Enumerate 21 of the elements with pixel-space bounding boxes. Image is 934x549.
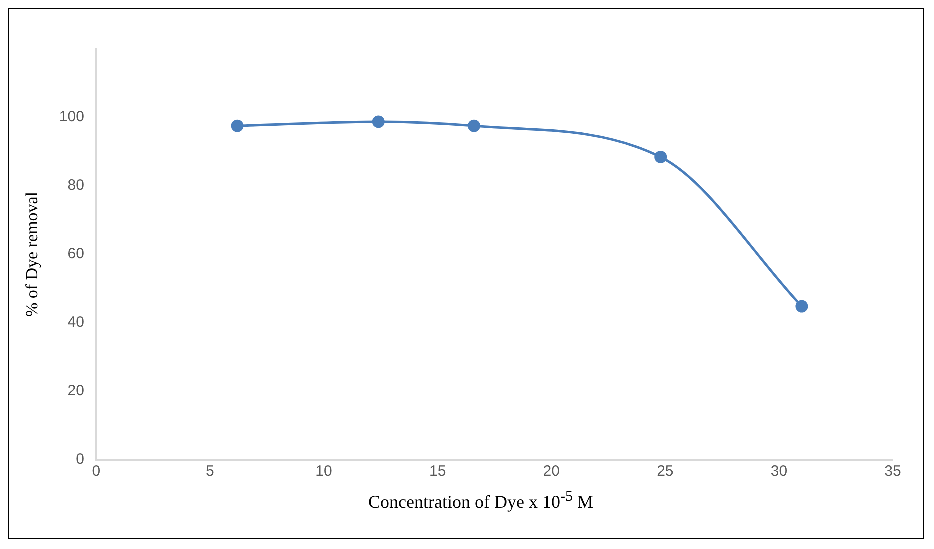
- y-axis-title: % of Dye removal: [22, 192, 42, 318]
- point: [231, 120, 244, 132]
- x-tick-label: 25: [657, 463, 674, 480]
- x-tick-label: 15: [429, 463, 446, 480]
- y-tick-label: 0: [76, 451, 84, 468]
- x-tick-label: 10: [316, 463, 332, 480]
- y-tick-label: 80: [68, 177, 84, 194]
- y-tick-label: 20: [68, 382, 84, 400]
- point: [654, 150, 668, 164]
- x-tick-label: 0: [92, 463, 101, 480]
- y-tick-label: 100: [59, 108, 84, 126]
- y-tick-label: 40: [68, 314, 84, 332]
- point: [372, 116, 385, 128]
- x-axis-title: Concentration of Dye x 10$^{-5}$ M: [368, 489, 594, 513]
- y-tick-label: 60: [68, 246, 84, 263]
- x-tick-label: 35: [884, 463, 902, 480]
- x-tick-label: 5: [206, 463, 214, 480]
- point: [796, 300, 808, 313]
- x-tick-label: 20: [543, 463, 560, 480]
- point: [468, 120, 480, 132]
- x-tick-label: 30: [770, 463, 788, 480]
